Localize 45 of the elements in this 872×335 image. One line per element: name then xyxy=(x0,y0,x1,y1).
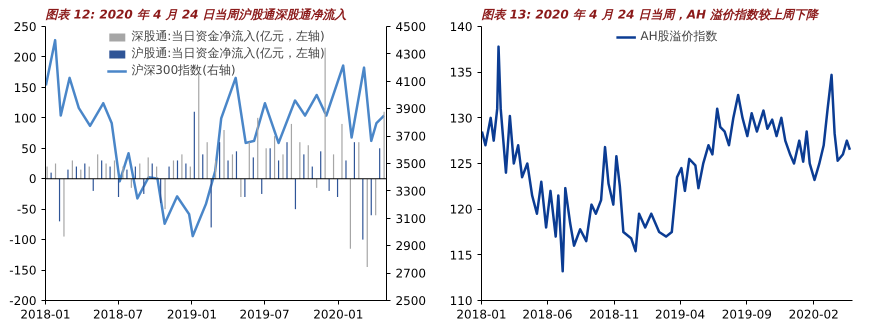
y2-tick-label: 3700 xyxy=(396,130,426,144)
x-tick-label: 2018-06 xyxy=(522,308,572,322)
chart-title: 图表 13: 2020 年 4 月 24 日当周，AH 溢价指数较上周下降 xyxy=(482,8,820,22)
y-tick-label: 50 xyxy=(21,142,37,156)
y-tick-label: 125 xyxy=(450,157,472,171)
x-tick-label: 2020-01 xyxy=(313,308,364,322)
y2-tick-label: 4100 xyxy=(396,74,426,89)
y-tick-label: 250 xyxy=(14,20,36,34)
y-tick-label: 140 xyxy=(450,20,472,34)
legend-label: 深股通:当日资金净流入(亿元，左轴) xyxy=(131,28,325,45)
y-tick-label: 0 xyxy=(28,172,37,186)
x-tick-label: 2019-01 xyxy=(166,308,217,322)
y-tick-label: -200 xyxy=(9,294,36,308)
chart-title: 图表 12: 2020 年 4 月 24 日当周沪股通深股通净流入 xyxy=(46,8,347,22)
legend-label: AH股溢价指数 xyxy=(640,28,718,45)
y2-tick-label: 2500 xyxy=(396,294,426,308)
y2-tick-label: 2900 xyxy=(396,239,426,254)
y2-tick-label: 4500 xyxy=(396,20,426,34)
y2-tick-label: 3100 xyxy=(396,212,426,226)
y-tick-label: -150 xyxy=(9,264,36,278)
y-tick-label: 200 xyxy=(14,50,36,64)
y2-tick-label: 2700 xyxy=(396,266,426,281)
x-tick-label: 2018-07 xyxy=(93,308,144,322)
y-tick-label: 120 xyxy=(450,202,472,217)
x-tick-label: 2018-11 xyxy=(589,308,640,322)
y-tick-label: 150 xyxy=(14,80,36,95)
y2-tick-label: 3500 xyxy=(396,157,426,171)
y-tick-label: 115 xyxy=(450,248,472,262)
y-tick-label: 110 xyxy=(450,294,472,308)
x-tick-label: 2020-02 xyxy=(788,308,839,322)
y2-tick-label: 3300 xyxy=(396,184,426,198)
y2-tick-label: 4300 xyxy=(396,47,426,62)
legend-label: 沪深300指数(右轴) xyxy=(131,62,236,79)
y-tick-label: 135 xyxy=(450,66,472,80)
y-tick-label: 100 xyxy=(14,111,36,126)
y2-tick-label: 3900 xyxy=(396,102,426,116)
x-tick-label: 2018-01 xyxy=(456,308,507,322)
y-tick-label: 130 xyxy=(450,111,472,126)
x-tick-label: 2018-01 xyxy=(20,308,71,322)
y-tick-label: -50 xyxy=(16,202,37,217)
x-tick-label: 2019-07 xyxy=(239,308,290,322)
y-tick-label: -100 xyxy=(9,233,36,248)
legend-label: 沪股通:当日资金净流入(亿元，左轴) xyxy=(131,45,325,62)
x-tick-label: 2019-09 xyxy=(722,308,772,322)
x-tick-label: 2019-04 xyxy=(655,308,706,322)
